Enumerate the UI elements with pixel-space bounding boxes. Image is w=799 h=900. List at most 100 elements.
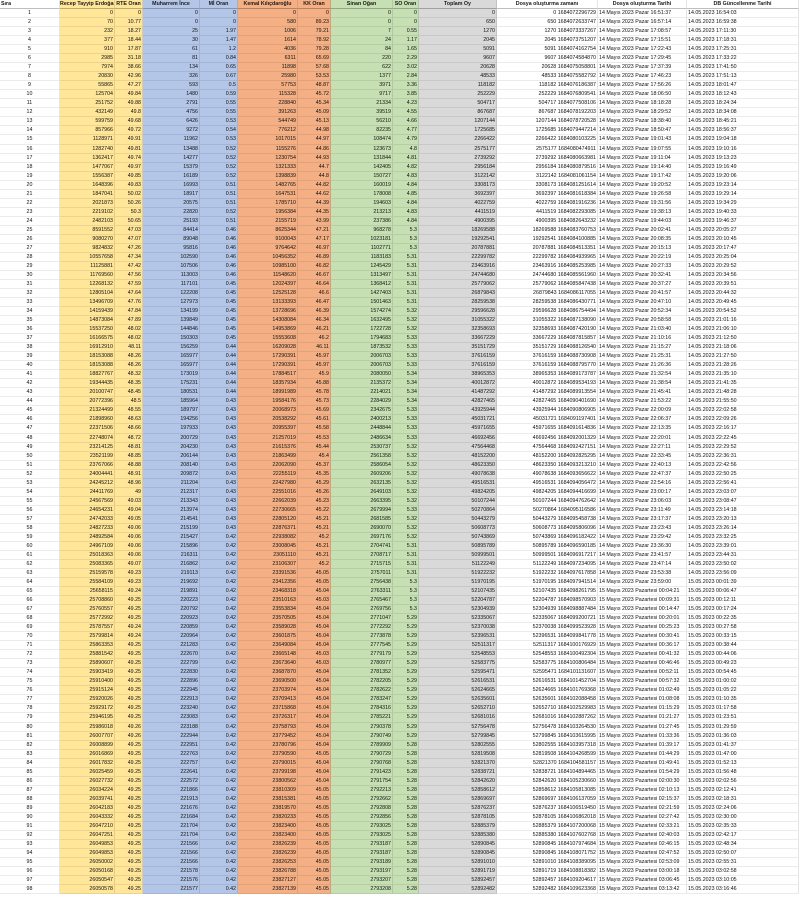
cell-rte-oran[interactable]: 49.25 bbox=[115, 659, 143, 669]
cell-rte[interactable]: 25881542 bbox=[60, 650, 115, 660]
cell-toplam[interactable]: 52624665 bbox=[419, 686, 497, 696]
cell-mi[interactable]: 16993 bbox=[143, 180, 200, 190]
cell-dosya-tarihi[interactable]: 15 Mayıs 2023 Pazartesi 02:47:52 bbox=[598, 848, 687, 858]
cell-toplam[interactable]: 22299782 bbox=[419, 252, 497, 262]
cell-so[interactable]: 2782205 bbox=[331, 677, 393, 687]
cell-rte[interactable]: 2482103 bbox=[60, 216, 115, 226]
cell-kk[interactable]: 23553834 bbox=[238, 605, 298, 615]
cell-toplam[interactable]: 48152200 bbox=[419, 451, 497, 461]
cell-kk[interactable]: 1230754 bbox=[238, 153, 298, 163]
cell-kk[interactable]: 1006 bbox=[238, 27, 298, 37]
cell-kk[interactable]: 23820233 bbox=[238, 812, 298, 822]
cell-kk[interactable]: 13728696 bbox=[238, 307, 298, 317]
cell-rte-oran[interactable]: 48.02 bbox=[115, 334, 143, 344]
cell-toplam[interactable]: 504717 bbox=[419, 99, 497, 109]
cell-rte[interactable]: 26050578 bbox=[60, 885, 115, 895]
cell-so-oran[interactable]: 3.36 bbox=[393, 81, 419, 91]
cell-sira[interactable]: 74 bbox=[0, 668, 60, 678]
cell-rte-oran[interactable]: 47.07 bbox=[115, 234, 143, 244]
cell-rte-oran[interactable]: 49.83 bbox=[115, 180, 143, 190]
cell-dosya-zamani[interactable]: 52304939 1684098887484 bbox=[497, 605, 598, 615]
cell-toplam[interactable]: 52548553 bbox=[419, 650, 497, 660]
cell-dosya-tarihi[interactable]: 15 Mayıs 2023 Pazartesi 00:52:11 bbox=[598, 668, 687, 678]
cell-kk-oran[interactable]: 45.37 bbox=[298, 460, 331, 470]
cell-rte-oran[interactable]: 48.32 bbox=[115, 370, 143, 380]
cell-rte-oran[interactable]: 0 bbox=[115, 9, 143, 19]
cell-so[interactable]: 39519 bbox=[331, 108, 393, 118]
cell-dosya-zamani[interactable]: 52756478 1684103264530 bbox=[497, 722, 598, 732]
cell-db-tarihi[interactable]: 15.05.2023 03:10:05 bbox=[687, 876, 799, 886]
header-dosya-tarihi[interactable]: Dosya oluşturma Tarihi bbox=[598, 0, 687, 10]
cell-mi[interactable]: 165977 bbox=[143, 352, 200, 362]
cell-rte-oran[interactable]: 49.72 bbox=[115, 126, 143, 136]
cell-dosya-zamani[interactable]: 52890845 1684107974684 bbox=[497, 839, 598, 849]
cell-kk[interactable]: 1398839 bbox=[238, 171, 298, 181]
cell-dosya-tarihi[interactable]: 14 Mayıs 2023 Pazar 19:20:52 bbox=[598, 180, 687, 190]
cell-so-oran[interactable]: 5.3 bbox=[393, 243, 419, 253]
cell-dosya-tarihi[interactable]: 14 Mayıs 2023 Pazar 23:59:00 bbox=[598, 578, 687, 588]
cell-kk-oran[interactable]: 45.05 bbox=[298, 794, 331, 804]
cell-mi-oran[interactable]: 0.42 bbox=[200, 650, 238, 660]
cell-rte-oran[interactable]: 49.25 bbox=[115, 830, 143, 840]
cell-rte[interactable]: 14873084 bbox=[60, 316, 115, 326]
cell-sira[interactable]: 92 bbox=[0, 830, 60, 840]
cell-db-tarihi[interactable]: 15.05.2023 01:29:59 bbox=[687, 722, 799, 732]
cell-toplam[interactable]: 37616159 bbox=[419, 352, 497, 362]
cell-so-oran[interactable]: 5.33 bbox=[393, 433, 419, 443]
cell-dosya-zamani[interactable]: 1725685 1684079447214 bbox=[497, 126, 598, 136]
cell-so-oran[interactable]: 5.31 bbox=[393, 550, 419, 560]
cell-dosya-zamani[interactable]: 3122142 1684081061154 bbox=[497, 171, 598, 181]
cell-sira[interactable]: 55 bbox=[0, 496, 60, 506]
cell-rte[interactable]: 599759 bbox=[60, 117, 115, 127]
cell-rte-oran[interactable]: 48.96 bbox=[115, 478, 143, 488]
cell-toplam[interactable]: 32358693 bbox=[419, 325, 497, 335]
cell-mi-oran[interactable]: 0.42 bbox=[200, 785, 238, 795]
cell-rte[interactable]: 25159578 bbox=[60, 568, 115, 578]
cell-kk-oran[interactable]: 45.04 bbox=[298, 614, 331, 624]
cell-mi-oran[interactable]: 0.44 bbox=[200, 379, 238, 389]
cell-mi-oran[interactable]: 1.2 bbox=[200, 45, 238, 55]
cell-dosya-zamani[interactable]: 50608773 1684095806096 bbox=[497, 523, 598, 533]
cell-kk[interactable]: 8625344 bbox=[238, 225, 298, 235]
cell-dosya-tarihi[interactable]: 14 Mayıs 2023 Pazar 20:37:27 bbox=[598, 279, 687, 289]
cell-mi[interactable]: 221676 bbox=[143, 803, 200, 813]
cell-rte[interactable]: 25760557 bbox=[60, 605, 115, 615]
cell-dosya-tarihi[interactable]: 15 Mayıs 2023 Pazartesi 02:27:42 bbox=[598, 812, 687, 822]
cell-sira[interactable]: 51 bbox=[0, 460, 60, 470]
cell-db-tarihi[interactable]: 14.05.2023 22:29:52 bbox=[687, 442, 799, 452]
cell-so-oran[interactable]: 5.33 bbox=[393, 361, 419, 371]
cell-mi[interactable]: 221283 bbox=[143, 641, 200, 651]
cell-mi-oran[interactable]: 0.46 bbox=[200, 225, 238, 235]
cell-rte-oran[interactable]: 49.25 bbox=[115, 839, 143, 849]
cell-dosya-zamani[interactable]: 9607 1684074584870 bbox=[497, 54, 598, 64]
cell-rte-oran[interactable]: 47.89 bbox=[115, 316, 143, 326]
cell-kk[interactable]: 23758793 bbox=[238, 722, 298, 732]
cell-mi-oran[interactable]: 0.42 bbox=[200, 857, 238, 867]
cell-kk-oran[interactable]: 45.04 bbox=[298, 704, 331, 714]
cell-rte-oran[interactable]: 48.88 bbox=[115, 460, 143, 470]
cell-kk-oran[interactable]: 45.97 bbox=[298, 361, 331, 371]
cell-dosya-zamani[interactable]: 29596628 1684086754494 bbox=[497, 307, 598, 317]
cell-mi-oran[interactable]: 0.43 bbox=[200, 424, 238, 434]
cell-toplam[interactable]: 24744680 bbox=[419, 270, 497, 280]
cell-kk-oran[interactable]: 46.21 bbox=[298, 325, 331, 335]
cell-rte[interactable]: 25584109 bbox=[60, 578, 115, 588]
cell-so-oran[interactable]: 5.32 bbox=[393, 487, 419, 497]
cell-kk[interactable]: 23826239 bbox=[238, 848, 298, 858]
cell-db-tarihi[interactable]: 14.05.2023 17:41:50 bbox=[687, 63, 799, 73]
cell-dosya-zamani[interactable]: 50443279 1684095458738 bbox=[497, 514, 598, 524]
cell-db-tarihi[interactable]: 14.05.2023 20:17:47 bbox=[687, 243, 799, 253]
cell-kk-oran[interactable]: 45.05 bbox=[298, 578, 331, 588]
cell-dosya-zamani[interactable]: 4411519 1684082293085 bbox=[497, 207, 598, 217]
cell-dosya-tarihi[interactable]: 15 Mayıs 2023 Pazartesi 02:46:15 bbox=[598, 839, 687, 849]
cell-db-tarihi[interactable]: 14.05.2023 21:35:10 bbox=[687, 370, 799, 380]
cell-mi-oran[interactable]: 0.44 bbox=[200, 352, 238, 362]
cell-dosya-tarihi[interactable]: 14 Mayıs 2023 Pazar 20:22:19 bbox=[598, 252, 687, 262]
cell-rte-oran[interactable]: 50.65 bbox=[115, 216, 143, 226]
cell-so-oran[interactable]: 5.3 bbox=[393, 234, 419, 244]
cell-mi-oran[interactable]: 0.42 bbox=[200, 568, 238, 578]
cell-rte-oran[interactable]: 47.27 bbox=[115, 81, 143, 91]
cell-rte[interactable]: 2985 bbox=[60, 54, 115, 64]
cell-mi[interactable]: 113003 bbox=[143, 270, 200, 280]
cell-rte-oran[interactable]: 49.8 bbox=[115, 108, 143, 118]
